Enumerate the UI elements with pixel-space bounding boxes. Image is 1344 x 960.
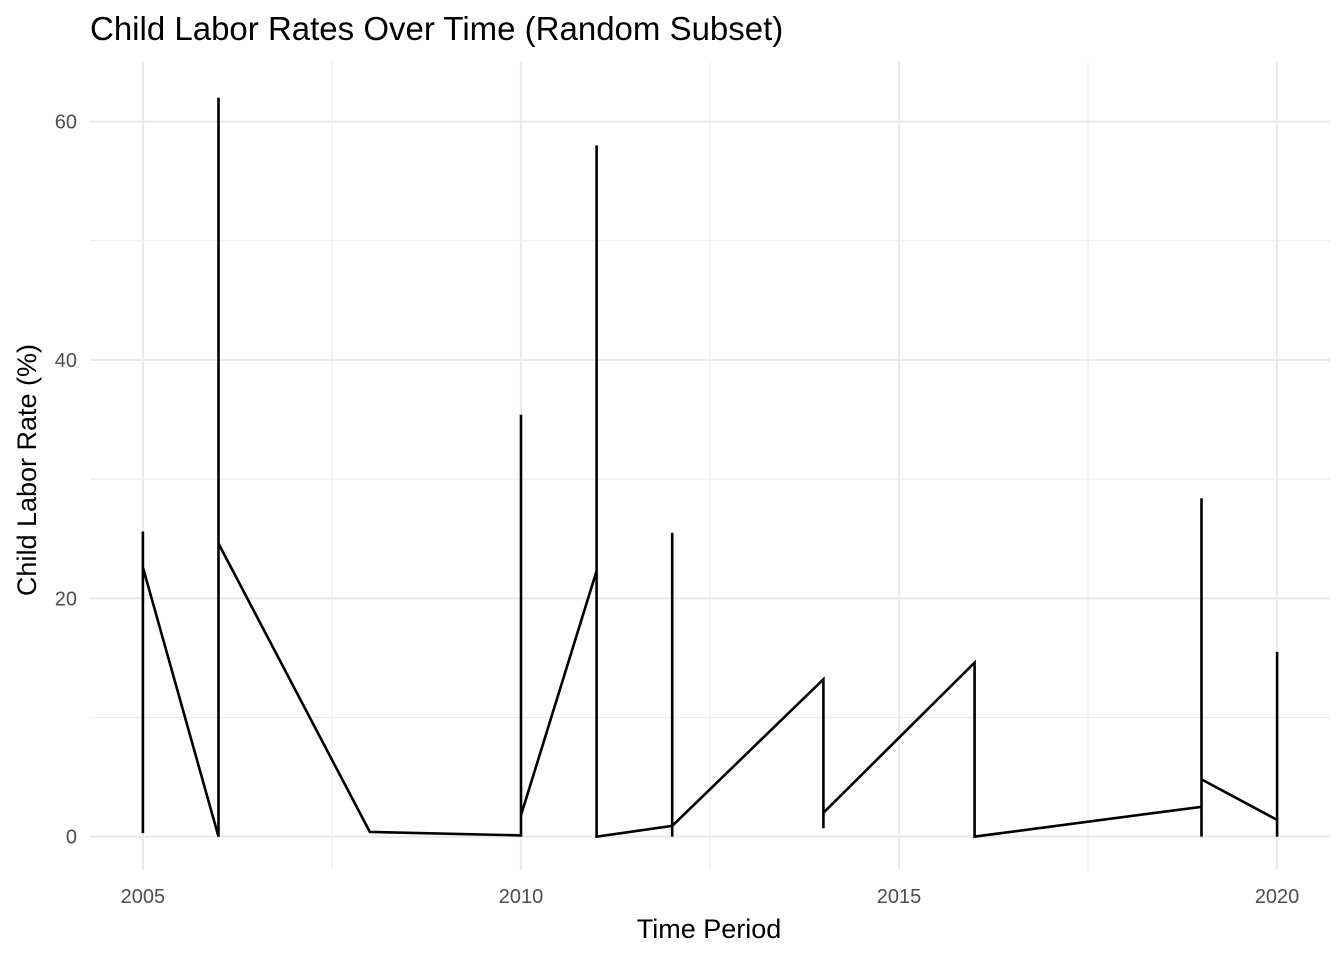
x-tick-label-2: 2015 — [877, 886, 922, 908]
x-tick-label-1: 2010 — [499, 886, 544, 908]
y-tick-label-1: 20 — [55, 588, 77, 610]
chart-title: Child Labor Rates Over Time (Random Subs… — [90, 10, 784, 47]
series-line-0 — [141, 97, 1279, 839]
x-axis-title: Time Period — [637, 914, 782, 944]
y-tick-label-3: 60 — [55, 112, 77, 134]
x-axis-ticks: 2005 2010 2015 2020 — [121, 886, 1300, 908]
y-tick-label-2: 40 — [55, 350, 77, 372]
minor-gridlines — [90, 62, 1330, 870]
x-tick-label-3: 2020 — [1255, 886, 1300, 908]
y-axis-ticks: 0 20 40 60 — [55, 112, 77, 849]
series-layer — [141, 97, 1279, 839]
y-axis-title: Child Labor Rate (%) — [12, 344, 42, 596]
x-tick-label-0: 2005 — [121, 886, 166, 908]
y-tick-label-0: 0 — [66, 827, 77, 849]
